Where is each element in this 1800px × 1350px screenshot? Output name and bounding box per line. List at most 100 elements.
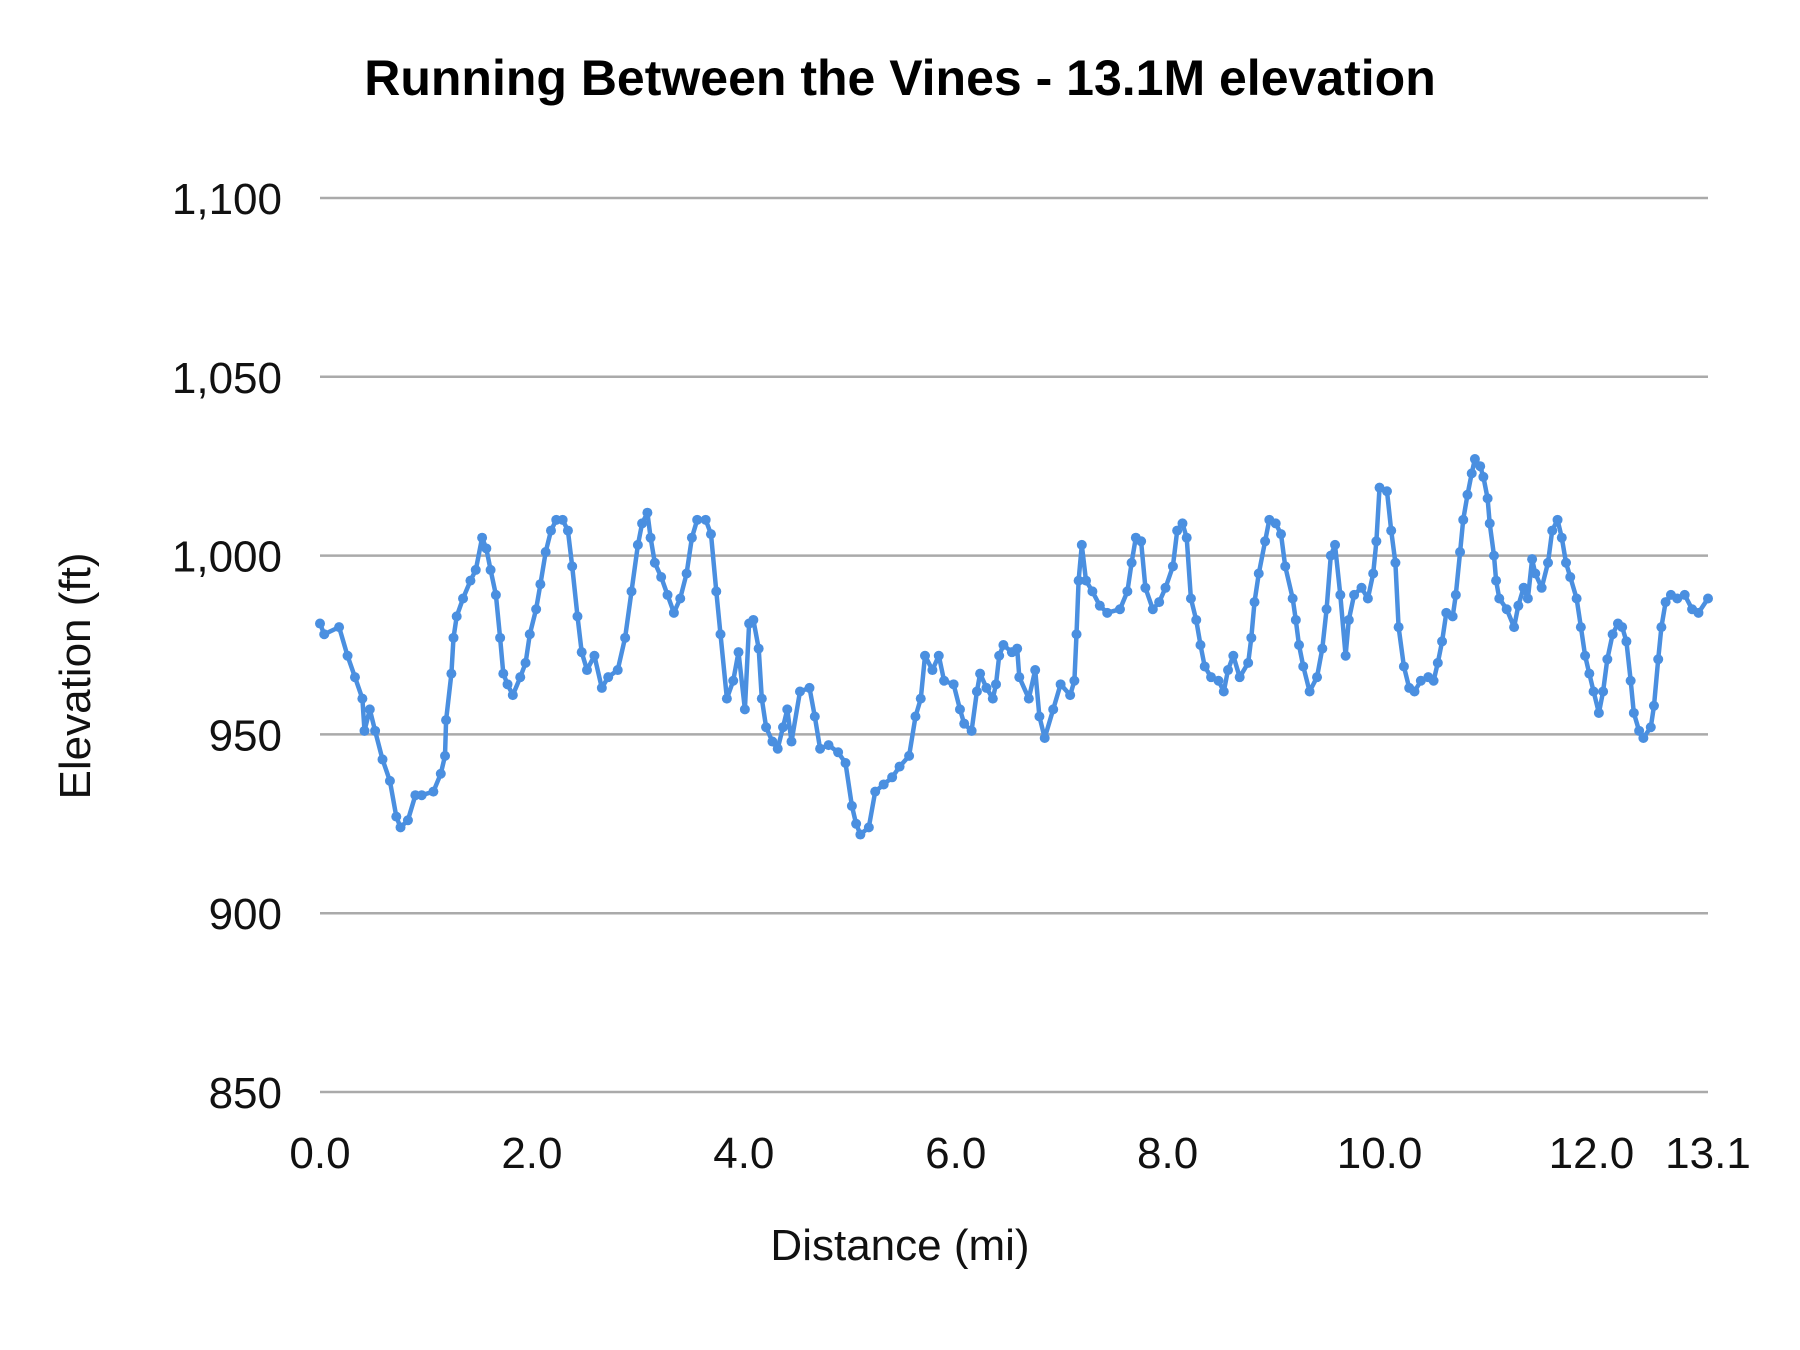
data-point	[815, 743, 826, 754]
data-point	[1362, 593, 1373, 604]
data-point	[1501, 604, 1512, 615]
x-axis-ticks: 0.0 2.0 4.0 6.0 8.0 10.0 12.0 13.1	[289, 1129, 1750, 1178]
data-point	[761, 722, 772, 733]
data-point	[1276, 529, 1287, 540]
data-point	[632, 539, 643, 550]
y-tick-label: 1,050	[172, 354, 282, 403]
data-point	[1475, 461, 1486, 472]
data-point	[520, 657, 531, 668]
data-point	[959, 718, 970, 729]
data-point	[1530, 568, 1541, 579]
data-point	[1584, 668, 1595, 679]
data-point	[915, 693, 926, 704]
data-point	[1543, 557, 1554, 568]
data-point	[1343, 614, 1354, 625]
data-point	[1617, 622, 1628, 633]
data-point	[435, 768, 446, 779]
data-point	[1335, 589, 1346, 600]
data-point	[1246, 632, 1257, 643]
data-point	[458, 593, 469, 604]
data-point	[1270, 518, 1281, 529]
data-point	[1071, 629, 1082, 640]
data-point	[1349, 589, 1360, 600]
x-tick-label: 12.0	[1549, 1129, 1635, 1178]
data-point	[1253, 568, 1264, 579]
data-point	[1602, 654, 1613, 665]
data-point	[620, 632, 631, 643]
data-point	[668, 607, 679, 618]
data-point	[384, 775, 395, 786]
data-point	[1552, 514, 1563, 525]
data-point	[971, 686, 982, 697]
data-point	[782, 704, 793, 715]
data-point	[545, 525, 556, 536]
data-point	[1580, 650, 1591, 661]
data-point	[1621, 636, 1632, 647]
data-point	[1280, 561, 1291, 572]
data-point	[370, 725, 381, 736]
x-axis-label: Distance (mi)	[770, 1221, 1029, 1270]
x-tick-label: 13.1	[1665, 1129, 1751, 1178]
data-point	[1462, 489, 1473, 500]
data-point	[1073, 575, 1084, 586]
data-point	[1368, 568, 1379, 579]
data-point	[878, 779, 889, 790]
data-point	[933, 650, 944, 661]
data-point	[1455, 547, 1466, 558]
data-point	[711, 586, 722, 597]
data-point	[377, 754, 388, 765]
data-point	[1638, 732, 1649, 743]
data-point	[319, 629, 330, 640]
gridlines	[320, 196, 1708, 1094]
data-point	[1409, 686, 1420, 697]
data-point	[1012, 643, 1023, 654]
data-point	[481, 543, 492, 554]
data-point	[753, 643, 764, 654]
data-point	[1218, 686, 1229, 697]
data-point	[642, 507, 653, 518]
y-axis-label: Elevation (ft)	[51, 553, 100, 800]
data-point	[1386, 525, 1397, 536]
data-point	[507, 690, 518, 701]
data-point	[662, 589, 673, 600]
data-point	[1287, 593, 1298, 604]
data-point	[851, 818, 862, 829]
data-point	[833, 747, 844, 758]
data-point	[1660, 597, 1671, 608]
data-point	[700, 514, 711, 525]
data-point	[576, 647, 587, 658]
y-axis-ticks: 850 900 950 1,000 1,050 1,100	[172, 175, 282, 1118]
data-point	[1428, 675, 1439, 686]
data-point	[1223, 665, 1234, 676]
data-point	[855, 829, 866, 840]
data-point	[1260, 536, 1271, 547]
data-point	[402, 815, 413, 826]
data-point	[994, 650, 1005, 661]
data-point	[733, 647, 744, 658]
data-point	[863, 822, 874, 833]
data-point	[1390, 557, 1401, 568]
data-point	[465, 575, 476, 586]
x-tick-label: 0.0	[289, 1129, 350, 1178]
data-point	[794, 686, 805, 697]
data-point	[786, 736, 797, 747]
data-point	[1048, 704, 1059, 715]
data-point	[705, 529, 716, 540]
data-point	[1167, 561, 1178, 572]
data-point	[948, 679, 959, 690]
data-point	[1598, 686, 1609, 697]
data-point	[1437, 636, 1448, 647]
data-point	[451, 611, 462, 622]
data-point	[1527, 554, 1538, 565]
data-point	[572, 611, 583, 622]
data-point	[1076, 539, 1087, 550]
data-point	[391, 811, 402, 822]
data-point	[446, 668, 457, 679]
data-point	[840, 758, 851, 769]
data-point	[1513, 600, 1524, 611]
data-point	[767, 736, 778, 747]
data-point	[1126, 557, 1137, 568]
x-tick-label: 8.0	[1137, 1129, 1198, 1178]
data-point	[357, 693, 368, 704]
data-point	[1458, 514, 1469, 525]
